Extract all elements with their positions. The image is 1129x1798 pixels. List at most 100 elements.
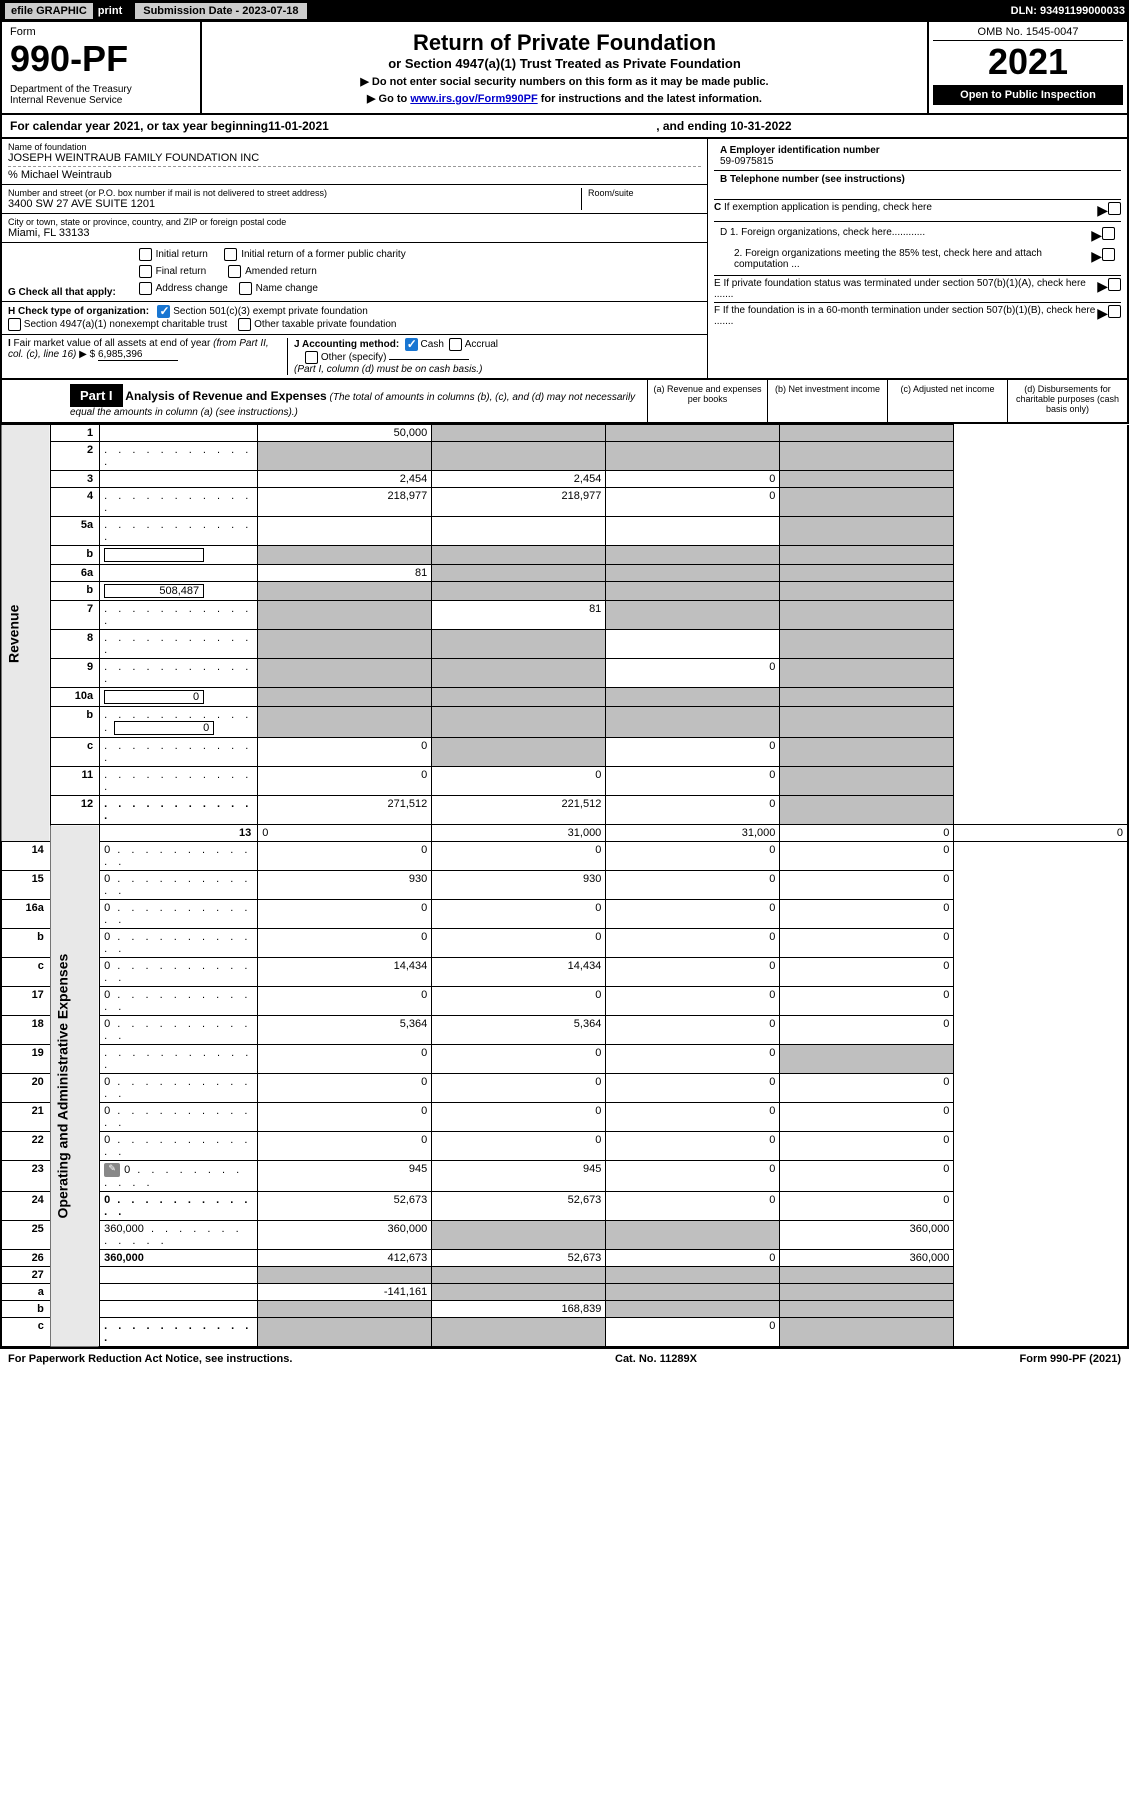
g-initial-public-checkbox[interactable] xyxy=(224,248,237,261)
j-opt-2: Other (specify) xyxy=(321,352,387,363)
d2-checkbox[interactable] xyxy=(1102,248,1115,261)
c-checkbox[interactable] xyxy=(1108,202,1121,215)
table-row: 2200000 xyxy=(1,1132,1128,1161)
amount-col-d xyxy=(780,659,954,688)
part1-header-row: Part I Analysis of Revenue and Expenses … xyxy=(0,380,1129,424)
attachment-icon[interactable]: ✎ xyxy=(104,1163,120,1177)
h-4947-checkbox[interactable] xyxy=(8,318,21,331)
amount-col-b xyxy=(432,442,606,471)
line-description xyxy=(100,1318,258,1348)
note2-pre: ▶ Go to xyxy=(367,93,410,105)
amount-col-a xyxy=(258,601,432,630)
line-description xyxy=(100,630,258,659)
table-row: b00000 xyxy=(1,929,1128,958)
amount-col-c xyxy=(606,707,780,738)
table-row: 781 xyxy=(1,601,1128,630)
g-name-change-checkbox[interactable] xyxy=(239,282,252,295)
amount-col-d xyxy=(780,688,954,707)
h-opt-1: Section 4947(a)(1) nonexempt charitable … xyxy=(24,319,227,330)
j-opt-0: Cash xyxy=(421,339,444,350)
irs-link[interactable]: www.irs.gov/Form990PF xyxy=(410,93,537,105)
e-checkbox[interactable] xyxy=(1108,278,1121,291)
h-501c3-checkbox[interactable] xyxy=(157,305,170,318)
footer-right: Form 990-PF (2021) xyxy=(1020,1353,1121,1365)
amount-col-b: 0 xyxy=(432,1045,606,1074)
amount-col-a: 2,454 xyxy=(258,471,432,488)
print-label[interactable]: print xyxy=(98,5,122,17)
h-other-checkbox[interactable] xyxy=(238,318,251,331)
line-description: ✎0 xyxy=(100,1161,258,1192)
efile-badge: efile GRAPHIC xyxy=(4,2,94,20)
line-number: 13 xyxy=(100,825,258,842)
amount-col-c xyxy=(606,1301,780,1318)
line-number: c xyxy=(50,738,99,767)
amount-col-d xyxy=(780,796,954,825)
line-description xyxy=(100,796,258,825)
amount-col-b: 0 xyxy=(432,900,606,929)
amount-col-d: 0 xyxy=(780,1161,954,1192)
tax-year: 2021 xyxy=(933,41,1123,83)
table-row: Revenue150,000 xyxy=(1,425,1128,442)
g-final-return-checkbox[interactable] xyxy=(139,265,152,278)
amount-col-a: 0 xyxy=(258,987,432,1016)
amount-col-c: 0 xyxy=(606,659,780,688)
amount-col-c xyxy=(606,425,780,442)
line-description: 0 xyxy=(100,1103,258,1132)
g-amended-checkbox[interactable] xyxy=(228,265,241,278)
note-2: ▶ Go to www.irs.gov/Form990PF for instru… xyxy=(210,92,919,105)
amount-col-a: 52,673 xyxy=(258,1192,432,1221)
amount-col-a: 945 xyxy=(258,1161,432,1192)
amount-col-a: 360,000 xyxy=(258,1221,432,1250)
amount-col-c: 0 xyxy=(606,1318,780,1348)
amount-col-a: 0 xyxy=(258,900,432,929)
line-number: c xyxy=(1,958,50,987)
amount-col-b: 14,434 xyxy=(432,958,606,987)
g-initial-return-checkbox[interactable] xyxy=(139,248,152,261)
j-cash-checkbox[interactable] xyxy=(405,338,418,351)
amount-col-c xyxy=(606,630,780,659)
calendar-year-row: For calendar year 2021, or tax year begi… xyxy=(0,115,1129,139)
amount-col-c: 0 xyxy=(606,1161,780,1192)
amount-col-d xyxy=(780,517,954,546)
table-row: c0 xyxy=(1,1318,1128,1348)
line-number: 1 xyxy=(50,425,99,442)
ein-label: A Employer identification number xyxy=(720,145,880,156)
city-state-zip: Miami, FL 33133 xyxy=(8,227,701,239)
h-opt-2: Other taxable private foundation xyxy=(254,319,396,330)
amount-col-c: 0 xyxy=(606,987,780,1016)
j-accrual-checkbox[interactable] xyxy=(449,338,462,351)
amount-col-d: 0 xyxy=(780,1074,954,1103)
table-row: 10a 0 xyxy=(1,688,1128,707)
cal-mid: , and ending xyxy=(656,119,730,133)
info-right: A Employer identification number 59-0975… xyxy=(707,139,1127,378)
amount-col-a xyxy=(258,659,432,688)
part1-badge: Part I xyxy=(70,384,123,407)
amount-col-c: 0 xyxy=(606,488,780,517)
g-address-change-checkbox[interactable] xyxy=(139,282,152,295)
amount-col-d xyxy=(780,738,954,767)
d1-checkbox[interactable] xyxy=(1102,227,1115,240)
table-row: 2 xyxy=(1,442,1128,471)
j-other-checkbox[interactable] xyxy=(305,351,318,364)
f-checkbox[interactable] xyxy=(1108,305,1121,318)
amount-col-a: 50,000 xyxy=(258,425,432,442)
amount-col-b: 0 xyxy=(432,767,606,796)
amount-col-c xyxy=(606,1284,780,1301)
line-number: 19 xyxy=(1,1045,50,1074)
amount-col-c xyxy=(606,546,780,565)
city-label: City or town, state or province, country… xyxy=(8,217,701,227)
amount-col-d xyxy=(780,767,954,796)
section-g: G Check all that apply: Initial return I… xyxy=(2,243,707,302)
form-label: Form xyxy=(10,26,192,38)
amount-col-b: 52,673 xyxy=(432,1192,606,1221)
line-number: 14 xyxy=(1,842,50,871)
amount-col-c xyxy=(606,582,780,601)
i-value: 6,985,396 xyxy=(98,349,178,361)
line-description: 508,487 xyxy=(100,582,258,601)
table-row: 2000000 xyxy=(1,1074,1128,1103)
tel-label: B Telephone number (see instructions) xyxy=(720,174,905,185)
amount-col-a: 412,673 xyxy=(258,1250,432,1267)
form-subtitle: or Section 4947(a)(1) Trust Treated as P… xyxy=(210,56,919,71)
footer: For Paperwork Reduction Act Notice, see … xyxy=(0,1348,1129,1369)
line-description xyxy=(100,1267,258,1284)
